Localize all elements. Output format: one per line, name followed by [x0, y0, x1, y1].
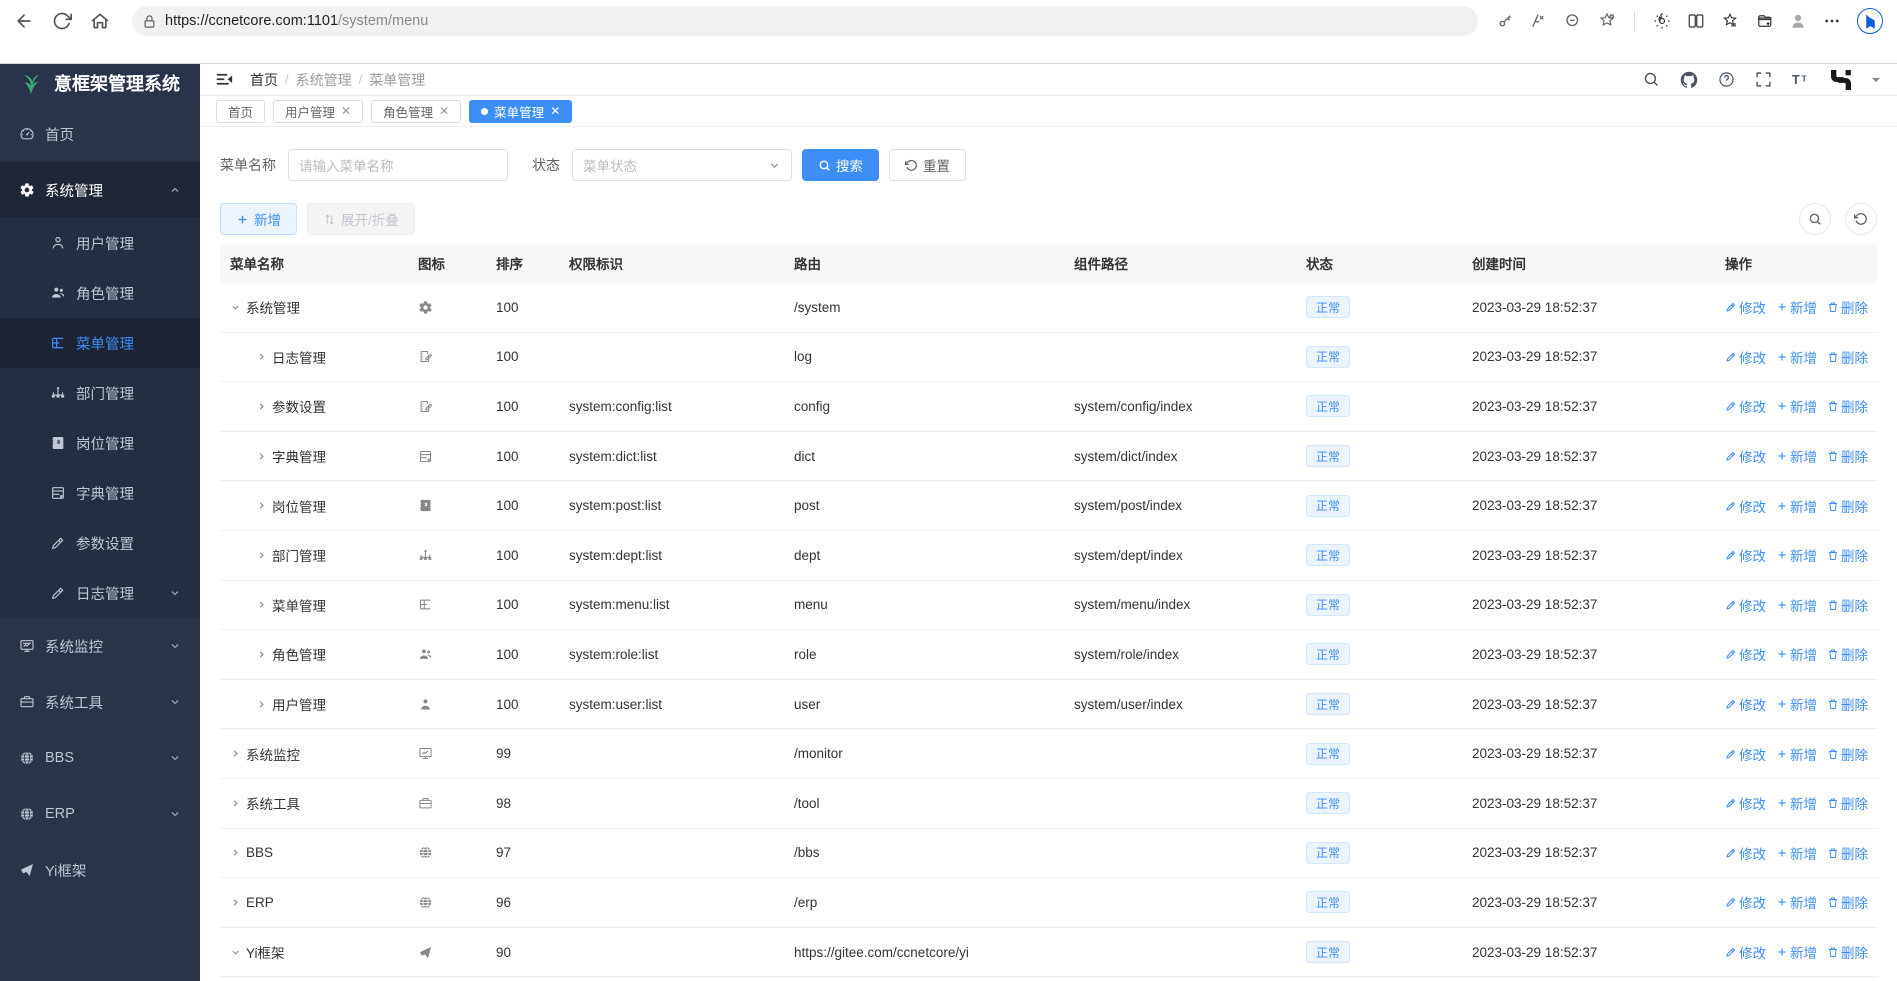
svg-text:T: T — [1792, 73, 1800, 87]
svg-text:T: T — [1802, 73, 1808, 83]
